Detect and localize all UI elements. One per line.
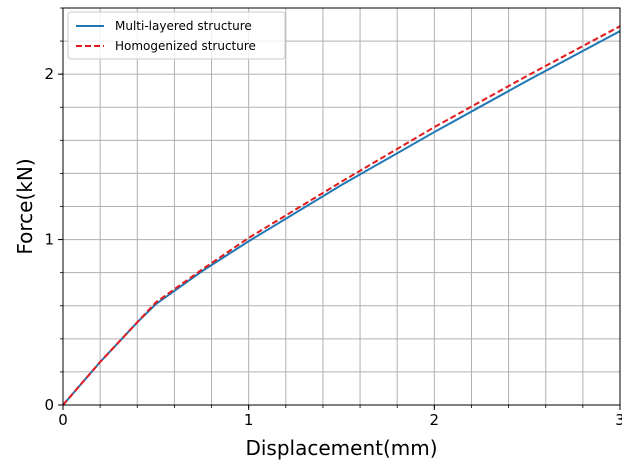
legend-label-multi-layered: Multi-layered structure <box>115 19 252 33</box>
y-tick-label: 0 <box>44 396 54 414</box>
grid-layer <box>62 7 621 406</box>
series-layer <box>62 25 621 406</box>
x-tick-label: 1 <box>244 411 254 429</box>
x-tick-label: 3 <box>615 411 622 429</box>
series-line-homogenized <box>62 25 621 406</box>
tick-layer: 0 1 2 3 0 1 2 <box>44 7 622 429</box>
x-axis-label: Displacement(mm) <box>245 436 437 460</box>
x-tick-label: 2 <box>430 411 440 429</box>
y-tick-label: 2 <box>44 65 54 83</box>
legend-box <box>67 11 286 60</box>
y-axis-label: Force(kN) <box>13 158 37 254</box>
legend: Multi-layered structure Homogenized stru… <box>67 11 286 60</box>
series-line-multi-layered <box>62 30 621 406</box>
x-tick-label: 0 <box>58 411 68 429</box>
legend-label-homogenized: Homogenized structure <box>115 39 256 53</box>
y-tick-label: 1 <box>44 231 54 249</box>
